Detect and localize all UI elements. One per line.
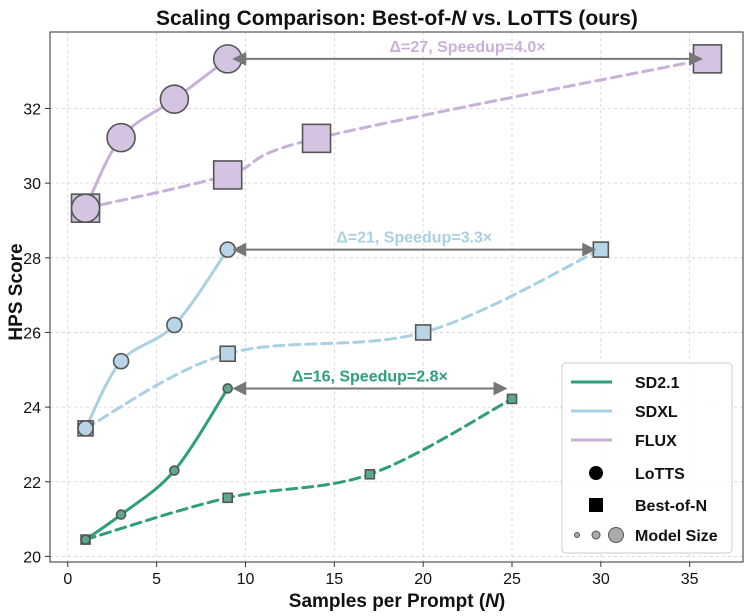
y-axis-label: HPS Score bbox=[6, 243, 27, 340]
y-tick-label: 32 bbox=[23, 102, 41, 119]
point-best-of-n-sd21 bbox=[506, 393, 518, 405]
x-tick-label: 15 bbox=[325, 571, 343, 588]
x-tick-label: 0 bbox=[63, 571, 72, 588]
x-tick-label: 35 bbox=[681, 571, 699, 588]
series-line-lotts-flux bbox=[84, 57, 230, 210]
legend-size-medium-icon bbox=[591, 530, 601, 540]
x-tick-label: 20 bbox=[414, 571, 432, 588]
y-tick-label: 30 bbox=[23, 176, 41, 193]
legend-circle-icon bbox=[589, 466, 603, 480]
speedup-label-sd21: Δ=16, Speedup=2.8× bbox=[292, 368, 448, 385]
legend-size-small-icon bbox=[574, 532, 580, 538]
point-best-of-n-flux bbox=[212, 160, 243, 190]
x-tick-label: 25 bbox=[503, 571, 521, 588]
point-best-of-n-sd21 bbox=[364, 468, 376, 480]
point-lotts-sd21 bbox=[169, 465, 180, 476]
y-tick-label: 26 bbox=[23, 325, 41, 342]
point-best-of-n-sdxl bbox=[414, 324, 432, 341]
legend-label-sdxl: SDXL bbox=[635, 404, 678, 421]
point-best-of-n-sdxl bbox=[592, 241, 610, 258]
legend-label-best-of-n: Best-of-N bbox=[635, 498, 707, 515]
legend: SD2.1 SDXL FLUX LoTTS Best-of-N Model Si… bbox=[561, 362, 733, 554]
point-best-of-n-sd21 bbox=[222, 492, 233, 504]
point-lotts-sdxl bbox=[77, 420, 94, 437]
series-layer bbox=[84, 57, 709, 542]
legend-label-sd21: SD2.1 bbox=[635, 375, 680, 392]
point-lotts-sd21 bbox=[222, 383, 233, 394]
legend-label-lotts: LoTTS bbox=[635, 466, 685, 483]
point-lotts-sd21 bbox=[115, 509, 127, 520]
series-line-best-of-n-flux bbox=[84, 57, 709, 210]
series-line-best-of-n-sd21 bbox=[84, 397, 514, 542]
plot-frame bbox=[49, 31, 744, 563]
point-best-of-n-flux bbox=[301, 123, 332, 154]
chart-title: Scaling Comparison: Best-of-N vs. LoTTS … bbox=[156, 7, 638, 30]
y-tick-label: 20 bbox=[23, 549, 41, 566]
series-line-lotts-sdxl bbox=[84, 248, 230, 430]
point-lotts-sdxl bbox=[219, 241, 236, 258]
series-line-lotts-sd21 bbox=[84, 386, 230, 542]
legend-label-model-size: Model Size bbox=[635, 528, 718, 545]
point-lotts-sdxl bbox=[166, 316, 183, 334]
point-lotts-sd21 bbox=[80, 534, 91, 545]
point-lotts-flux bbox=[106, 122, 136, 153]
point-lotts-flux bbox=[159, 84, 190, 114]
x-tick-label: 10 bbox=[237, 571, 255, 588]
y-tick-label: 28 bbox=[23, 251, 41, 268]
x-tick-label: 30 bbox=[592, 571, 610, 588]
legend-label-flux: FLUX bbox=[635, 433, 677, 450]
axis-ticks: 0 5 10 15 20 25 30 35 20 22 24 26 28 30 32 bbox=[23, 102, 698, 588]
point-lotts-flux bbox=[70, 193, 101, 223]
series-line-best-of-n-sdxl bbox=[84, 248, 603, 430]
x-axis-label: Samples per Prompt (N) bbox=[289, 591, 505, 612]
speedup-label-sdxl: Δ=21, Speedup=3.3× bbox=[336, 230, 492, 247]
point-lotts-sdxl bbox=[112, 352, 130, 370]
legend-square-icon bbox=[589, 498, 603, 512]
annotation-layer: Δ=16, Speedup=2.8× Δ=21, Speedup=3.3× Δ=27… bbox=[232, 39, 703, 396]
y-tick-label: 24 bbox=[23, 400, 41, 417]
speedup-label-flux: Δ=27, Speedup=4.0× bbox=[390, 39, 546, 56]
y-tick-label: 22 bbox=[23, 475, 41, 492]
point-best-of-n-sdxl bbox=[219, 345, 236, 363]
legend-size-large-icon bbox=[608, 527, 624, 543]
x-tick-label: 5 bbox=[152, 571, 161, 588]
